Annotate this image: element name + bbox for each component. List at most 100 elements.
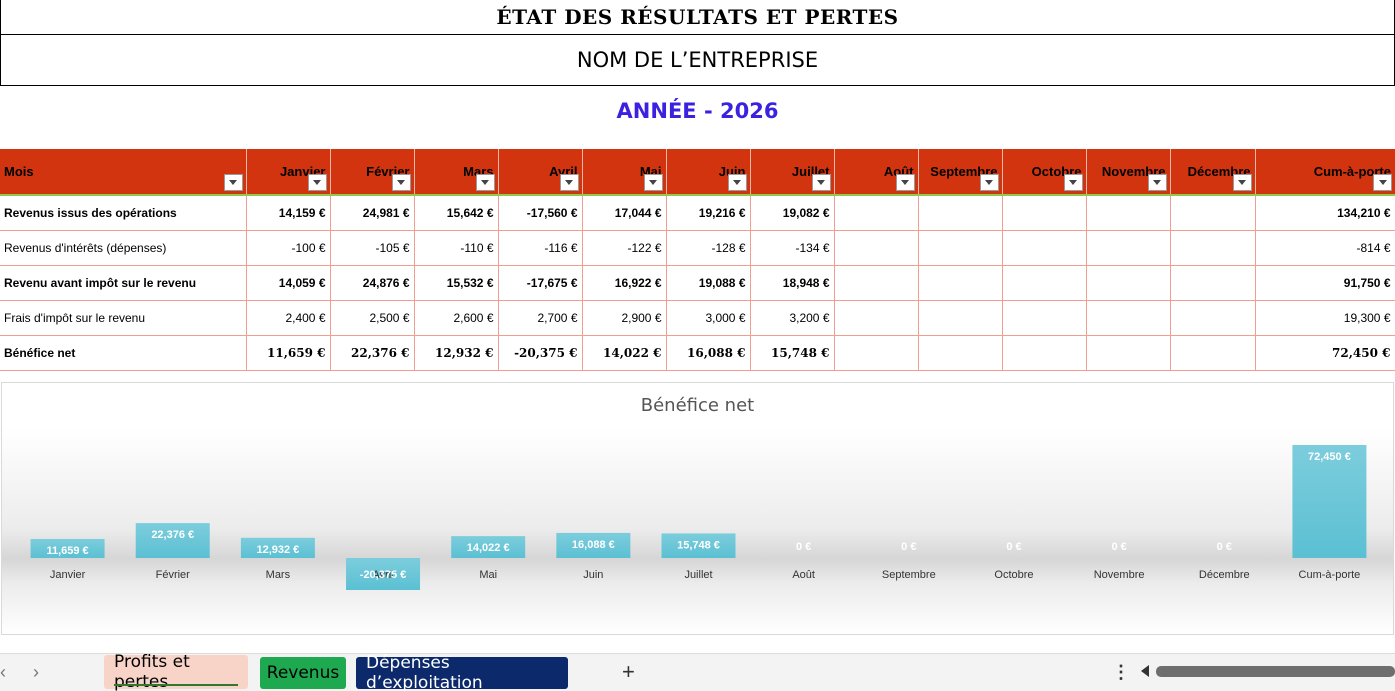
filter-dropdown-icon[interactable]	[643, 174, 663, 191]
table-cell[interactable]	[1002, 335, 1087, 371]
table-cell[interactable]: 2,600 €	[414, 300, 499, 336]
table-cell[interactable]: -17,675 €	[498, 265, 583, 301]
column-header[interactable]: Mois	[0, 149, 247, 195]
table-cell[interactable]	[918, 195, 1003, 231]
table-cell[interactable]: 24,981 €	[330, 195, 415, 231]
table-cell[interactable]: -134 €	[750, 230, 835, 266]
table-cell[interactable]: -17,560 €	[498, 195, 583, 231]
table-cell[interactable]: 19,216 €	[666, 195, 751, 231]
table-cell[interactable]: 19,300 €	[1255, 300, 1395, 336]
tab-profits-et-pertes[interactable]: Profits et pertes	[104, 652, 248, 691]
row-label[interactable]: Revenus d'intérêts (dépenses)	[0, 230, 247, 266]
row-label[interactable]: Revenus issus des opérations	[0, 195, 247, 231]
table-cell[interactable]: -814 €	[1255, 230, 1395, 266]
filter-dropdown-icon[interactable]	[895, 174, 915, 191]
column-header[interactable]: Février	[330, 149, 415, 195]
column-header[interactable]: Juin	[666, 149, 751, 195]
table-cell[interactable]	[918, 300, 1003, 336]
table-cell[interactable]: 134,210 €	[1255, 195, 1395, 231]
filter-dropdown-icon[interactable]	[1373, 174, 1392, 191]
column-header[interactable]: Novembre	[1086, 149, 1171, 195]
filter-dropdown-icon[interactable]	[559, 174, 579, 191]
filter-dropdown-icon[interactable]	[223, 174, 243, 191]
table-cell[interactable]: 3,200 €	[750, 300, 835, 336]
bar-mars[interactable]	[240, 537, 315, 558]
table-cell[interactable]: 17,044 €	[582, 195, 667, 231]
table-cell[interactable]: -100 €	[246, 230, 331, 266]
table-cell[interactable]: 18,948 €	[750, 265, 835, 301]
row-label[interactable]: Bénéfice net	[0, 335, 247, 371]
table-cell[interactable]	[1086, 300, 1171, 336]
table-cell[interactable]	[1002, 265, 1087, 301]
tab-depenses-exploitation[interactable]: Dépenses d’exploitation	[356, 653, 568, 691]
table-cell[interactable]: 2,700 €	[498, 300, 583, 336]
table-cell[interactable]	[834, 195, 919, 231]
table-cell[interactable]: 2,400 €	[246, 300, 331, 336]
prev-sheet-icon[interactable]: ‹	[0, 662, 6, 682]
table-cell[interactable]	[1170, 230, 1256, 266]
column-header[interactable]: Mars	[414, 149, 499, 195]
bar-juillet[interactable]	[661, 533, 736, 558]
scroll-left-icon[interactable]	[1141, 665, 1149, 677]
table-cell[interactable]	[918, 265, 1003, 301]
table-cell[interactable]: -20,375 €	[498, 335, 583, 371]
table-cell[interactable]: 19,088 €	[666, 265, 751, 301]
table-cell[interactable]	[1002, 230, 1087, 266]
table-cell[interactable]: 22,376 €	[330, 335, 415, 371]
table-cell[interactable]: 15,642 €	[414, 195, 499, 231]
table-cell[interactable]	[834, 335, 919, 371]
table-cell[interactable]: 24,876 €	[330, 265, 415, 301]
table-cell[interactable]: 2,500 €	[330, 300, 415, 336]
filter-dropdown-icon[interactable]	[1063, 174, 1083, 191]
table-cell[interactable]: 19,082 €	[750, 195, 835, 231]
table-cell[interactable]: -116 €	[498, 230, 583, 266]
column-header[interactable]: Janvier	[246, 149, 331, 195]
more-options-icon[interactable]: ⋮	[1112, 662, 1130, 682]
filter-dropdown-icon[interactable]	[1147, 174, 1167, 191]
table-cell[interactable]: 15,748 €	[750, 335, 835, 371]
table-cell[interactable]: 12,932 €	[414, 335, 499, 371]
filter-dropdown-icon[interactable]	[475, 174, 495, 191]
net-profit-chart[interactable]: Bénéfice net Janvier Février Mars Avril Mai J…	[1, 382, 1394, 635]
bar-juin[interactable]	[556, 532, 631, 558]
bar-janvier[interactable]	[30, 539, 105, 558]
filter-dropdown-icon[interactable]	[979, 174, 999, 191]
table-cell[interactable]: 14,159 €	[246, 195, 331, 231]
table-cell[interactable]	[834, 230, 919, 266]
table-cell[interactable]	[1086, 230, 1171, 266]
table-cell[interactable]	[1086, 195, 1171, 231]
table-cell[interactable]: 91,750 €	[1255, 265, 1395, 301]
table-cell[interactable]	[1002, 195, 1087, 231]
company-name[interactable]: NOM DE L’ENTREPRISE	[0, 35, 1395, 86]
bar-février[interactable]	[135, 523, 210, 558]
horizontal-scrollbar[interactable]	[1156, 666, 1395, 677]
table-cell[interactable]: 72,450 €	[1255, 335, 1395, 371]
add-sheet-icon[interactable]: +	[622, 659, 635, 684]
table-cell[interactable]: 15,532 €	[414, 265, 499, 301]
table-cell[interactable]: 14,059 €	[246, 265, 331, 301]
tab-revenus[interactable]: Revenus	[260, 657, 346, 689]
column-header[interactable]: Juillet	[750, 149, 835, 195]
bar-cum-à-porte[interactable]	[1292, 445, 1367, 558]
table-cell[interactable]	[918, 230, 1003, 266]
table-cell[interactable]: -128 €	[666, 230, 751, 266]
table-cell[interactable]: -122 €	[582, 230, 667, 266]
table-cell[interactable]: -110 €	[414, 230, 499, 266]
column-header[interactable]: Avril	[498, 149, 583, 195]
column-header[interactable]: Mai	[582, 149, 667, 195]
column-header[interactable]: Août	[834, 149, 919, 195]
table-cell[interactable]: 3,000 €	[666, 300, 751, 336]
bar-avril[interactable]	[346, 558, 421, 590]
table-cell[interactable]	[1002, 300, 1087, 336]
table-cell[interactable]: 11,659 €	[246, 335, 331, 371]
table-cell[interactable]: 16,088 €	[666, 335, 751, 371]
row-label[interactable]: Frais d'impôt sur le revenu	[0, 300, 247, 336]
table-cell[interactable]	[918, 335, 1003, 371]
bar-mai[interactable]	[451, 536, 526, 558]
column-header[interactable]: Cum-à-porte	[1255, 149, 1395, 195]
table-cell[interactable]: 16,922 €	[582, 265, 667, 301]
next-sheet-icon[interactable]: ›	[33, 662, 39, 682]
table-cell[interactable]	[1170, 300, 1256, 336]
table-cell[interactable]	[834, 300, 919, 336]
filter-dropdown-icon[interactable]	[391, 174, 411, 191]
